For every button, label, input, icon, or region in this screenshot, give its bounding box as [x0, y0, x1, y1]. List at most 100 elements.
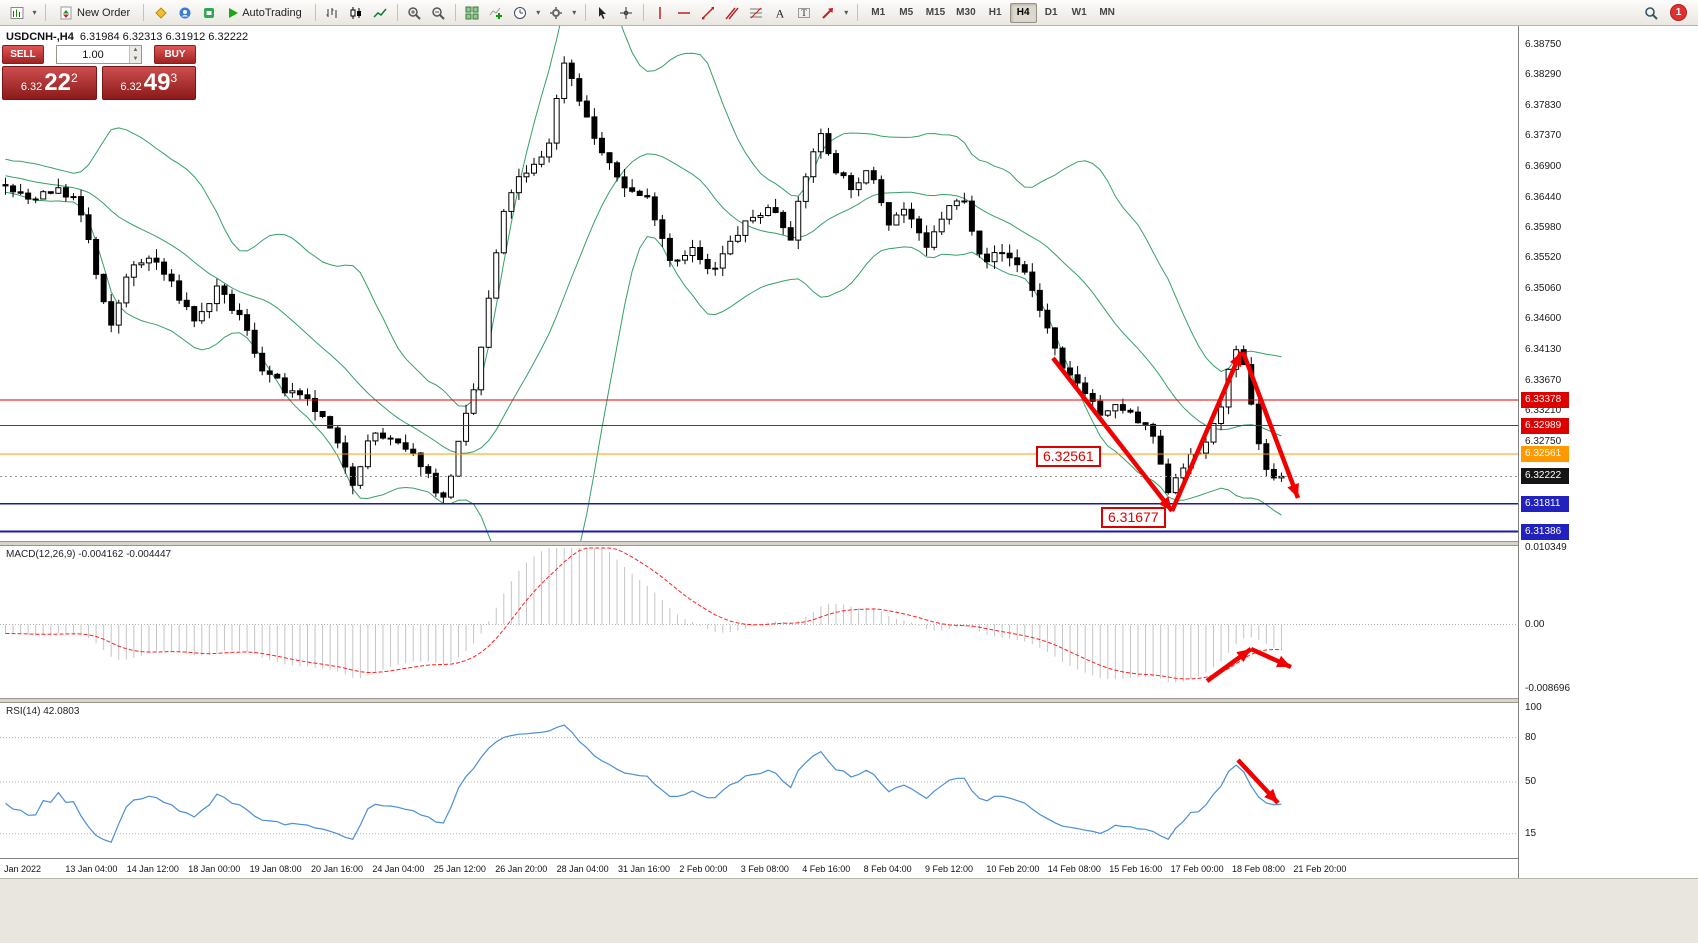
shapes-button[interactable]: [817, 2, 840, 24]
main-chart-canvas[interactable]: [0, 26, 1518, 541]
periods-dropdown[interactable]: ▾: [533, 2, 544, 24]
toolbar-right: 1: [1639, 2, 1693, 24]
time-axis-label: 8 Feb 04:00: [863, 864, 912, 874]
bar-chart-button[interactable]: [321, 2, 344, 24]
new-order-button[interactable]: New Order: [51, 2, 138, 24]
zoom-in-button[interactable]: [403, 2, 426, 24]
sell-price-prefix: 6.32: [20, 81, 43, 93]
sell-button[interactable]: SELL: [2, 45, 44, 64]
time-axis[interactable]: Jan 2022 13 Jan 04:00 14 Jan 12:00 18 Jan 0…: [0, 858, 1518, 878]
timeframe-button[interactable]: D1: [1038, 3, 1065, 23]
new-chart-dropdown[interactable]: ▾: [29, 2, 40, 24]
price-axis-label: 6.32750: [1525, 435, 1562, 447]
timeframe-button[interactable]: H1: [982, 3, 1009, 23]
price-tag: 6.32222: [1521, 468, 1569, 485]
volume-up-button[interactable]: ▲: [130, 46, 141, 55]
candlestick-chart-button[interactable]: [345, 2, 368, 24]
templates-button[interactable]: [545, 2, 568, 24]
autotrading-play-icon: [229, 7, 239, 18]
periods-button[interactable]: [509, 2, 532, 24]
bottom-strip: [0, 878, 1698, 943]
time-axis-label: 14 Feb 08:00: [1047, 864, 1101, 874]
label-icon: T: [798, 7, 811, 18]
time-axis-label: 14 Jan 12:00: [126, 864, 179, 874]
trendline-button[interactable]: [697, 2, 720, 24]
autotrading-label: AutoTrading: [242, 6, 302, 19]
line-chart-button[interactable]: [369, 2, 392, 24]
price-axis-label: 6.37830: [1525, 99, 1562, 111]
time-axis-label: 4 Feb 16:00: [802, 864, 851, 874]
metaeditor-button[interactable]: [149, 2, 172, 24]
timeframe-button[interactable]: H4: [1009, 2, 1037, 23]
timeframe-button[interactable]: W1: [1066, 3, 1093, 23]
price-tag: 6.32561: [1521, 446, 1569, 463]
volume-input[interactable]: 1.00 ▲ ▼: [56, 45, 142, 64]
price-axis-label: 6.33670: [1525, 374, 1562, 386]
price-scale[interactable]: 6.38750 6.38290 6.37830 6.37370 6.36900 6.364…: [1518, 26, 1698, 878]
price-axis-label: 6.36440: [1525, 191, 1562, 203]
buy-price-sup: 3: [170, 70, 178, 85]
indicators-button[interactable]: [485, 2, 508, 24]
pane-separator[interactable]: [0, 698, 1698, 703]
notification-badge[interactable]: 1: [1670, 4, 1687, 21]
sell-price-big: 22: [44, 69, 71, 96]
timeframe-button[interactable]: M5: [893, 3, 920, 23]
price-axis-label: 6.33210: [1525, 405, 1562, 417]
time-axis-label: 28 Jan 04:00: [556, 864, 609, 874]
time-axis-label: 15 Feb 16:00: [1109, 864, 1163, 874]
market-icon: [203, 7, 214, 18]
arrow-shape-icon: [822, 7, 834, 19]
time-axis-label: 2 Feb 00:00: [679, 864, 728, 874]
toolbar-separator: [396, 4, 398, 21]
new-chart-button[interactable]: [5, 2, 28, 24]
pane-separator[interactable]: [0, 541, 1698, 546]
timeframe-button[interactable]: M1: [865, 3, 892, 23]
time-axis-label: 9 Feb 12:00: [925, 864, 974, 874]
fibonacci-button[interactable]: [745, 2, 768, 24]
ohlc-values: 6.31984 6.32313 6.31912 6.32222: [79, 31, 249, 43]
label-button[interactable]: T: [793, 2, 816, 24]
svg-text:A: A: [776, 6, 785, 20]
community-icon: [179, 7, 191, 18]
tile-windows-icon: [465, 6, 479, 19]
bar-chart-icon: [326, 7, 337, 18]
buy-price-big: 49: [143, 69, 171, 96]
volume-value[interactable]: 1.00: [82, 48, 104, 61]
timeframe-button[interactable]: M30: [951, 3, 980, 23]
toolbar: ▾ New Order AutoTrading: [0, 0, 1698, 26]
shapes-dropdown[interactable]: ▾: [841, 2, 852, 24]
volume-down-button[interactable]: ▼: [130, 54, 141, 63]
time-axis-label: 13 Jan 04:00: [65, 864, 118, 874]
cursor-button[interactable]: [591, 2, 614, 24]
vertical-line-button[interactable]: [649, 2, 672, 24]
macd-canvas[interactable]: [0, 546, 1518, 698]
community-button[interactable]: [173, 2, 196, 24]
price-callout[interactable]: 6.31677: [1101, 507, 1166, 528]
horizontal-line-button[interactable]: [673, 2, 696, 24]
price-tag: 6.31386: [1521, 523, 1569, 540]
market-button[interactable]: [197, 2, 220, 24]
tile-windows-button[interactable]: [461, 2, 484, 24]
rsi-axis-label: 100: [1525, 702, 1542, 714]
toolbar-separator: [45, 4, 46, 21]
rsi-canvas[interactable]: [0, 703, 1518, 858]
crosshair-icon: [620, 6, 633, 19]
channel-button[interactable]: [721, 2, 744, 24]
trendline-icon: [702, 6, 715, 19]
time-axis-label: 18 Feb 08:00: [1232, 864, 1286, 874]
fibonacci-icon: [750, 7, 763, 18]
rsi-axis-label: 15: [1525, 827, 1537, 839]
crosshair-button[interactable]: [615, 2, 638, 24]
price-callout[interactable]: 6.32561: [1036, 446, 1101, 467]
timeframe-button[interactable]: M15: [921, 3, 950, 23]
line-chart-icon: [373, 8, 387, 18]
timeframe-button[interactable]: MN: [1094, 3, 1121, 23]
buy-button[interactable]: BUY: [154, 45, 196, 64]
sell-price-button[interactable]: 6.32 22 2: [2, 66, 97, 100]
buy-price-button[interactable]: 6.32 49 3: [101, 66, 196, 100]
search-button[interactable]: [1639, 2, 1662, 24]
autotrading-button[interactable]: AutoTrading: [221, 2, 310, 24]
text-button[interactable]: A: [769, 2, 792, 24]
zoom-out-button[interactable]: [427, 2, 450, 24]
templates-dropdown[interactable]: ▾: [569, 2, 580, 24]
